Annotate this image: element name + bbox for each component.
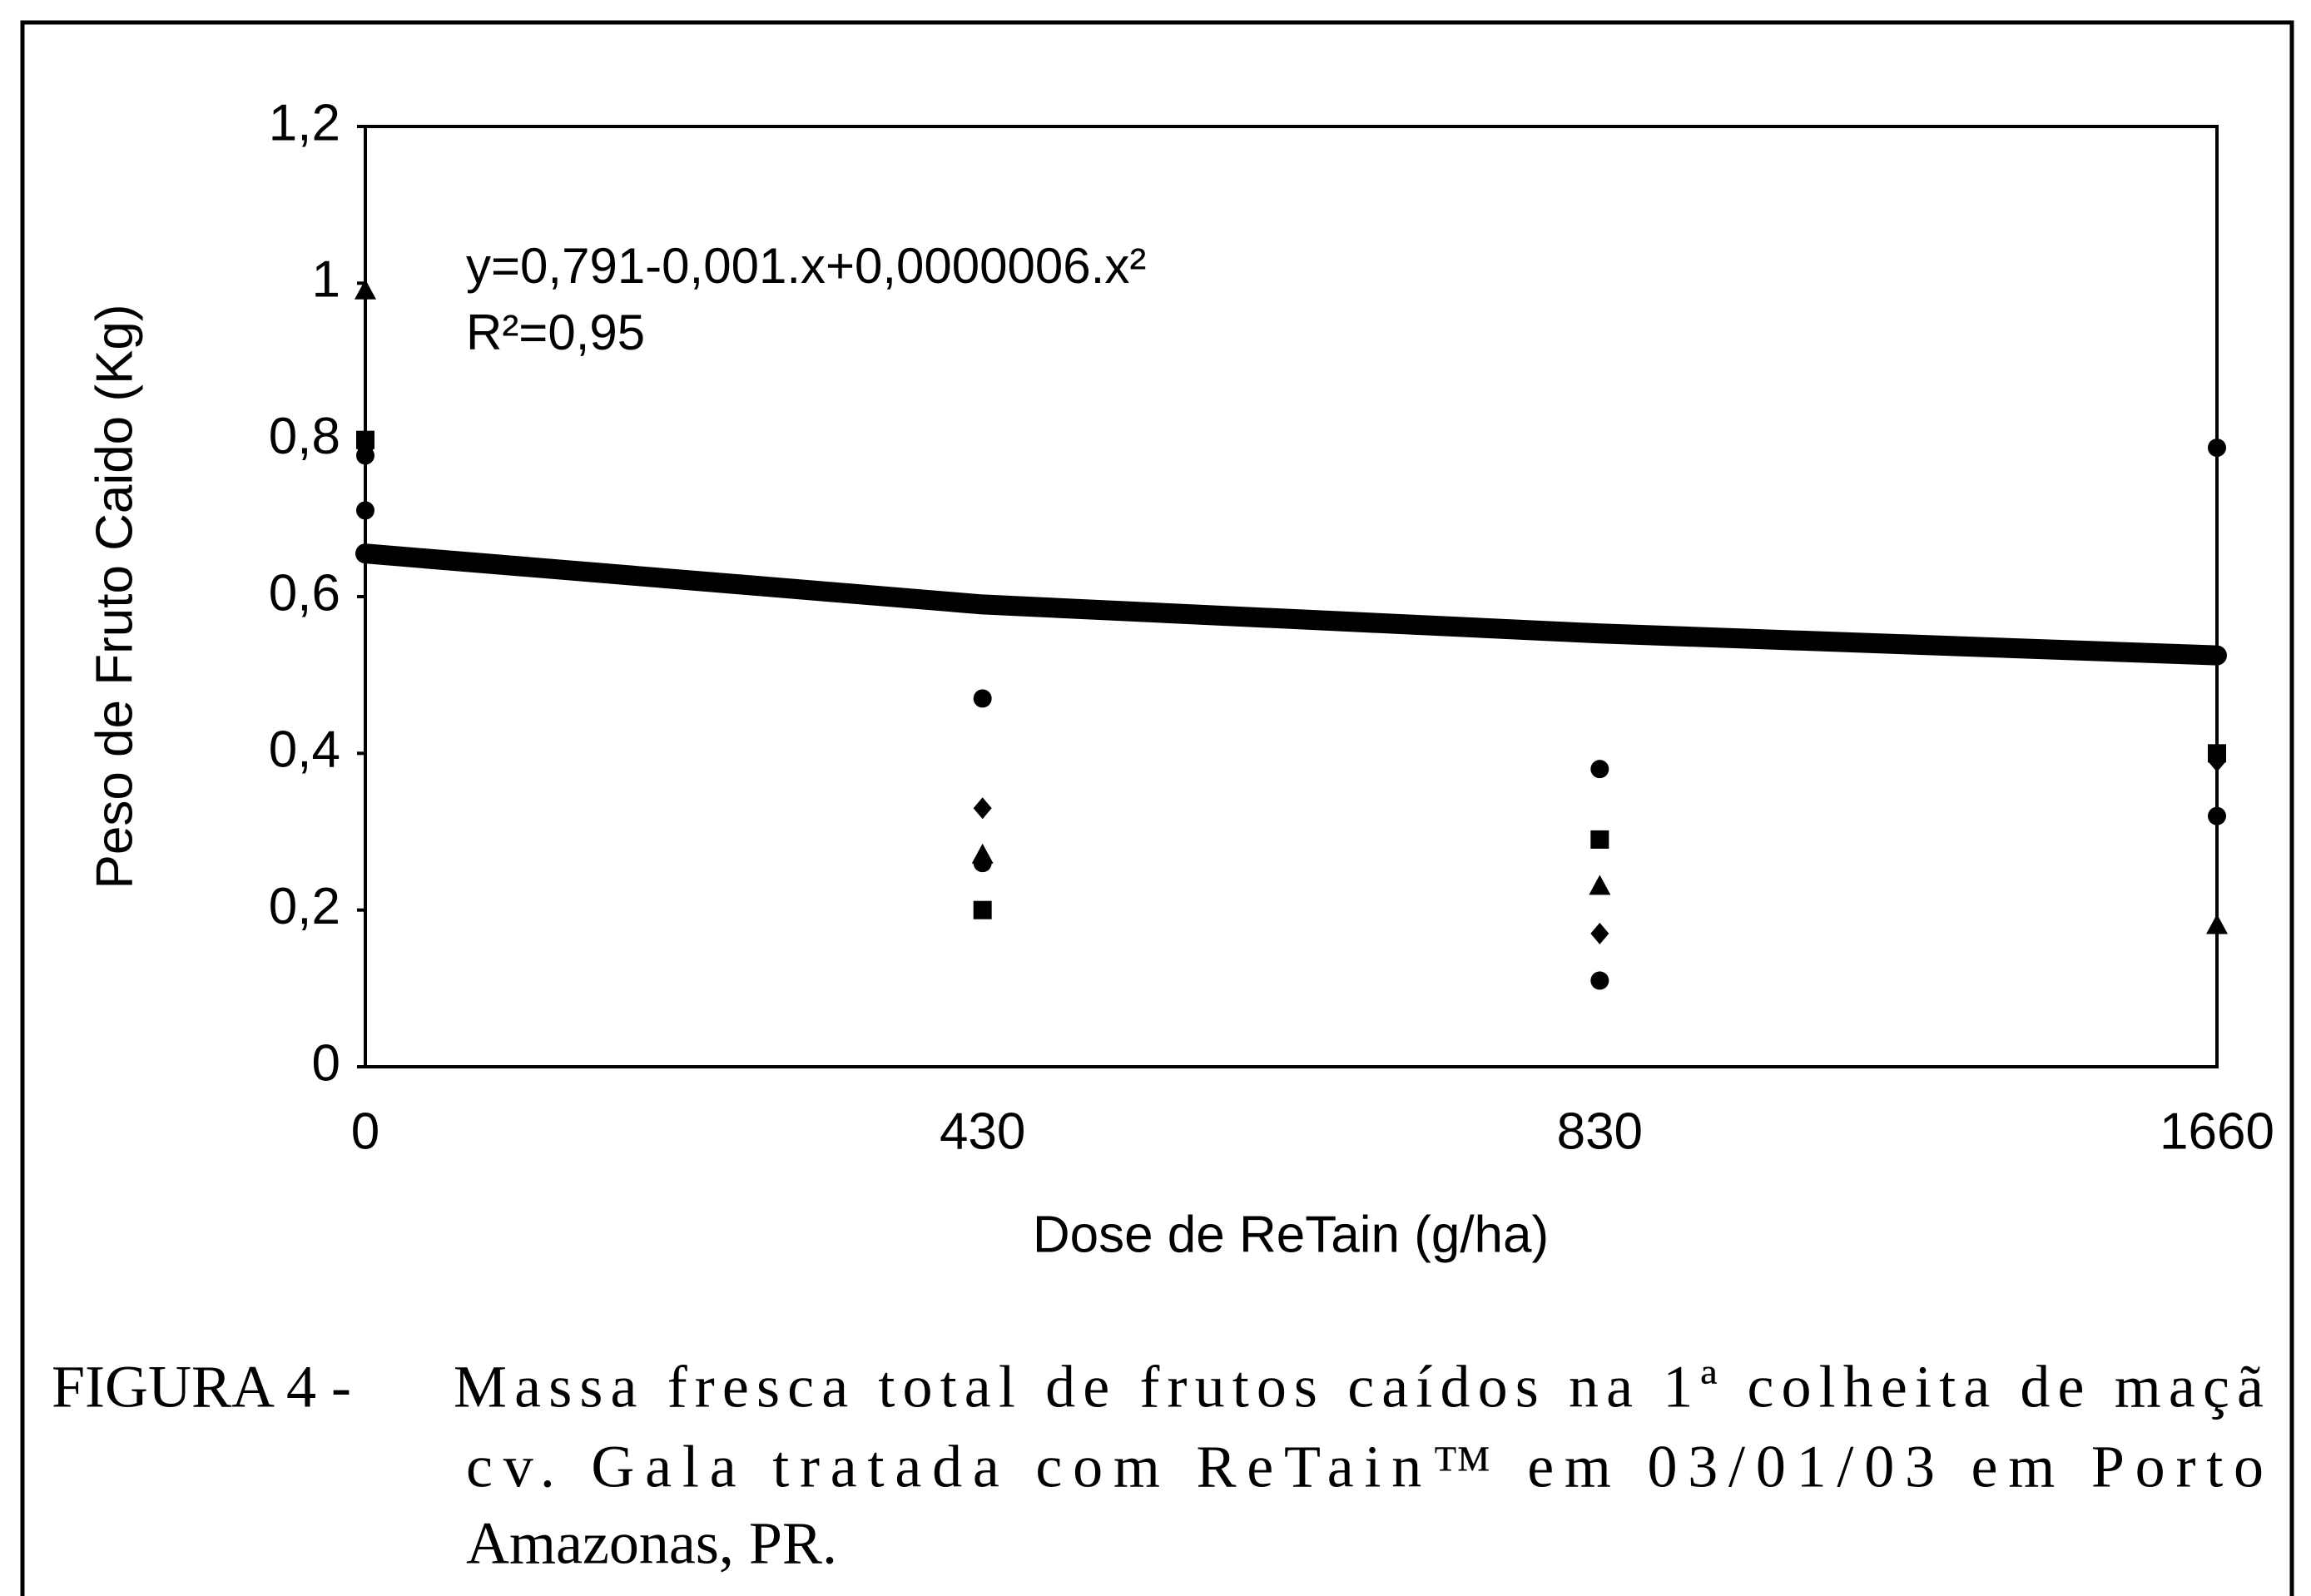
trend-line: [355, 543, 2227, 666]
y-tick-label: 0: [312, 1034, 340, 1092]
frame: [20, 20, 2294, 1596]
y-tick-label: 0,8: [269, 408, 340, 465]
y-tick-label: 0,4: [269, 721, 340, 779]
point: [1589, 875, 1611, 895]
r-squared: R²=0,95: [466, 305, 645, 360]
y-tick-label: 1: [312, 251, 340, 309]
equation: y=0,791-0,001.x+0,0000006.x²: [466, 238, 1146, 294]
point: [356, 430, 374, 449]
y-tick-label: 1,2: [269, 94, 340, 151]
caption-line: cv. Gala tratada com ReTain™ em 03/01/03…: [466, 1434, 2264, 1500]
caption-label: FIGURA 4 -: [52, 1354, 351, 1420]
point: [2208, 806, 2226, 825]
x-axis-label: Dose de ReTain (g/ha): [1033, 1206, 1549, 1263]
point: [2208, 744, 2226, 763]
y-tick-label: 0,6: [269, 564, 340, 622]
caption-line: Massa fresca total de frutos caídos na 1…: [454, 1354, 2264, 1420]
x-tick-label: 830: [1557, 1103, 1643, 1160]
point: [971, 843, 994, 864]
x-tick-label: 430: [940, 1103, 1025, 1160]
point: [973, 797, 992, 820]
caption-line: Amazonas, PR.: [466, 1510, 837, 1577]
point: [356, 501, 374, 520]
point: [1590, 830, 1609, 849]
point: [1590, 760, 1609, 779]
y-tick-label: 0,2: [269, 878, 340, 935]
point: [973, 689, 992, 708]
point: [973, 900, 992, 919]
point: [1590, 971, 1609, 990]
point: [355, 279, 376, 300]
x-tick-label: 0: [351, 1103, 379, 1160]
point: [2208, 439, 2226, 458]
y-axis-label: Peso de Fruto Caido (Kg): [86, 304, 143, 889]
x-tick-label: 1660: [2160, 1103, 2274, 1160]
point: [2206, 914, 2228, 934]
point: [1590, 922, 1609, 944]
